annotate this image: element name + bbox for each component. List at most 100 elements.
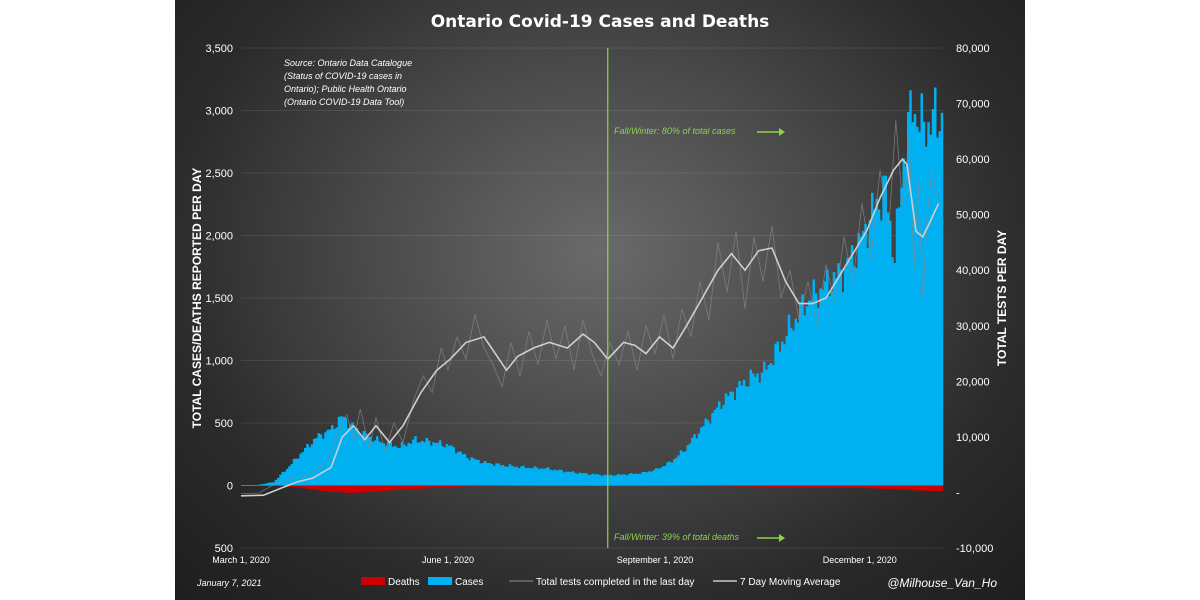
death-bar xyxy=(425,485,428,489)
case-bar xyxy=(450,445,453,486)
death-bar xyxy=(484,485,487,487)
death-bar xyxy=(808,485,811,488)
death-bar xyxy=(490,485,494,487)
case-bar xyxy=(628,473,631,486)
case-bar xyxy=(535,467,539,486)
case-bar xyxy=(916,126,919,486)
case-bar xyxy=(547,467,550,486)
case-bar xyxy=(677,455,680,486)
case-bar xyxy=(344,417,347,486)
case-bar xyxy=(364,433,368,486)
case-bar xyxy=(936,137,939,486)
left-tick-label: 500 xyxy=(215,418,233,430)
case-bar xyxy=(481,462,485,486)
left-tick-label: 2,000 xyxy=(205,231,233,243)
death-bar xyxy=(407,485,410,490)
case-bar xyxy=(439,440,442,486)
case-bar xyxy=(835,278,838,486)
case-bar xyxy=(560,470,563,486)
death-bar xyxy=(931,485,935,491)
case-bar xyxy=(934,87,937,486)
case-bar xyxy=(738,381,741,486)
death-bar xyxy=(326,485,329,492)
death-bar xyxy=(308,485,311,490)
death-bar xyxy=(463,485,467,487)
death-bar xyxy=(904,485,908,490)
source-note: Source: Ontario Data Catalogue (Status of… xyxy=(284,58,412,107)
death-bar xyxy=(481,485,485,487)
case-bar xyxy=(695,438,698,486)
case-bar xyxy=(745,386,748,486)
case-bar xyxy=(274,479,278,486)
case-bar xyxy=(292,458,296,486)
case-bar xyxy=(405,446,408,486)
case-bar xyxy=(920,93,923,486)
death-bar xyxy=(864,485,867,489)
death-bar xyxy=(452,485,455,488)
case-bar xyxy=(882,175,885,486)
case-bar xyxy=(376,436,379,486)
case-bar xyxy=(652,470,656,486)
death-bar xyxy=(693,485,696,487)
case-bar xyxy=(832,272,836,486)
legend-label-tests: Total tests completed in the last day xyxy=(536,577,694,588)
death-bar xyxy=(938,485,941,492)
death-bar xyxy=(468,485,471,487)
cases-arrow-icon xyxy=(757,128,785,136)
case-bar xyxy=(423,442,426,486)
death-bar xyxy=(688,485,692,487)
case-bar xyxy=(349,424,352,486)
case-bar xyxy=(619,474,622,486)
death-bar xyxy=(499,485,503,487)
case-bar xyxy=(704,418,707,486)
deaths-series xyxy=(254,485,944,493)
case-bar xyxy=(904,165,908,486)
legend-label-cases: Cases xyxy=(455,577,483,588)
case-bar xyxy=(839,269,842,486)
case-bar xyxy=(664,465,667,486)
case-bar xyxy=(517,468,521,486)
chart: Ontario Covid-19 Cases and Deaths 3,5003… xyxy=(190,12,1009,590)
chart-title: Ontario Covid-19 Cases and Deaths xyxy=(431,12,770,32)
case-bar xyxy=(378,441,381,486)
case-bar xyxy=(522,465,525,486)
death-bar xyxy=(403,485,406,490)
case-bar xyxy=(731,391,734,486)
death-bar xyxy=(353,485,356,493)
case-bar xyxy=(553,469,557,486)
death-bar xyxy=(472,485,476,487)
case-bar xyxy=(400,442,404,486)
death-bar xyxy=(367,485,370,493)
death-bar xyxy=(760,485,764,487)
case-bar xyxy=(421,440,424,486)
case-bar xyxy=(646,472,649,486)
death-bar xyxy=(400,485,404,490)
case-bar xyxy=(351,422,354,486)
case-bar xyxy=(587,474,590,486)
death-bar xyxy=(333,485,336,492)
case-bar xyxy=(603,474,606,486)
case-bar xyxy=(886,212,890,486)
case-bar xyxy=(763,361,766,486)
case-bar xyxy=(277,477,280,486)
death-bar xyxy=(729,485,732,487)
case-bar xyxy=(589,474,593,486)
death-bar xyxy=(841,485,845,488)
case-bar xyxy=(409,443,413,486)
case-bar xyxy=(486,463,489,486)
case-bar xyxy=(673,459,676,486)
case-bar xyxy=(283,471,287,486)
death-bar xyxy=(412,485,415,490)
x-tick-label: December 1, 2020 xyxy=(823,555,897,565)
case-bar xyxy=(724,393,728,486)
death-bar xyxy=(454,485,458,487)
death-bar xyxy=(461,485,464,487)
death-bar xyxy=(691,485,694,487)
case-bar xyxy=(877,209,881,486)
case-bar xyxy=(324,432,327,486)
death-bar xyxy=(387,485,390,491)
case-bar xyxy=(889,220,892,486)
death-bar xyxy=(920,485,923,491)
case-bar xyxy=(306,443,309,486)
case-bar xyxy=(270,482,273,486)
